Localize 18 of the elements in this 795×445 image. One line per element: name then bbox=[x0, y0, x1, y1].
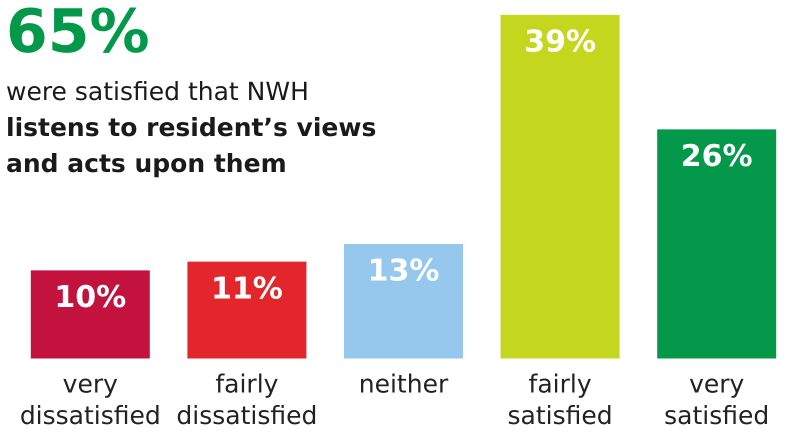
bar bbox=[500, 14, 620, 358]
bar bbox=[657, 129, 776, 358]
annotation: listens to resident’s views and acts upon them bbox=[6, 112, 378, 180]
bar bbox=[30, 270, 150, 358]
data-label: 39% bbox=[524, 24, 596, 60]
x-tick-label: fairly dissatisfied bbox=[176, 370, 318, 430]
x-tick-label: neither bbox=[358, 370, 449, 399]
x-tick-label: very dissatisfied bbox=[20, 370, 161, 430]
data-label: 11% bbox=[210, 271, 283, 306]
bar bbox=[344, 244, 464, 358]
bar bbox=[187, 262, 306, 358]
x-tick-label: very satisfied bbox=[664, 370, 770, 430]
x-tick-label: fairly satisfied bbox=[508, 370, 613, 430]
annotation: 65% bbox=[6, 0, 151, 67]
data-label: 13% bbox=[368, 254, 440, 289]
annotation: were satisfied that NWH bbox=[6, 76, 310, 108]
data-label: 10% bbox=[54, 280, 126, 316]
data-label: 26% bbox=[680, 139, 753, 174]
